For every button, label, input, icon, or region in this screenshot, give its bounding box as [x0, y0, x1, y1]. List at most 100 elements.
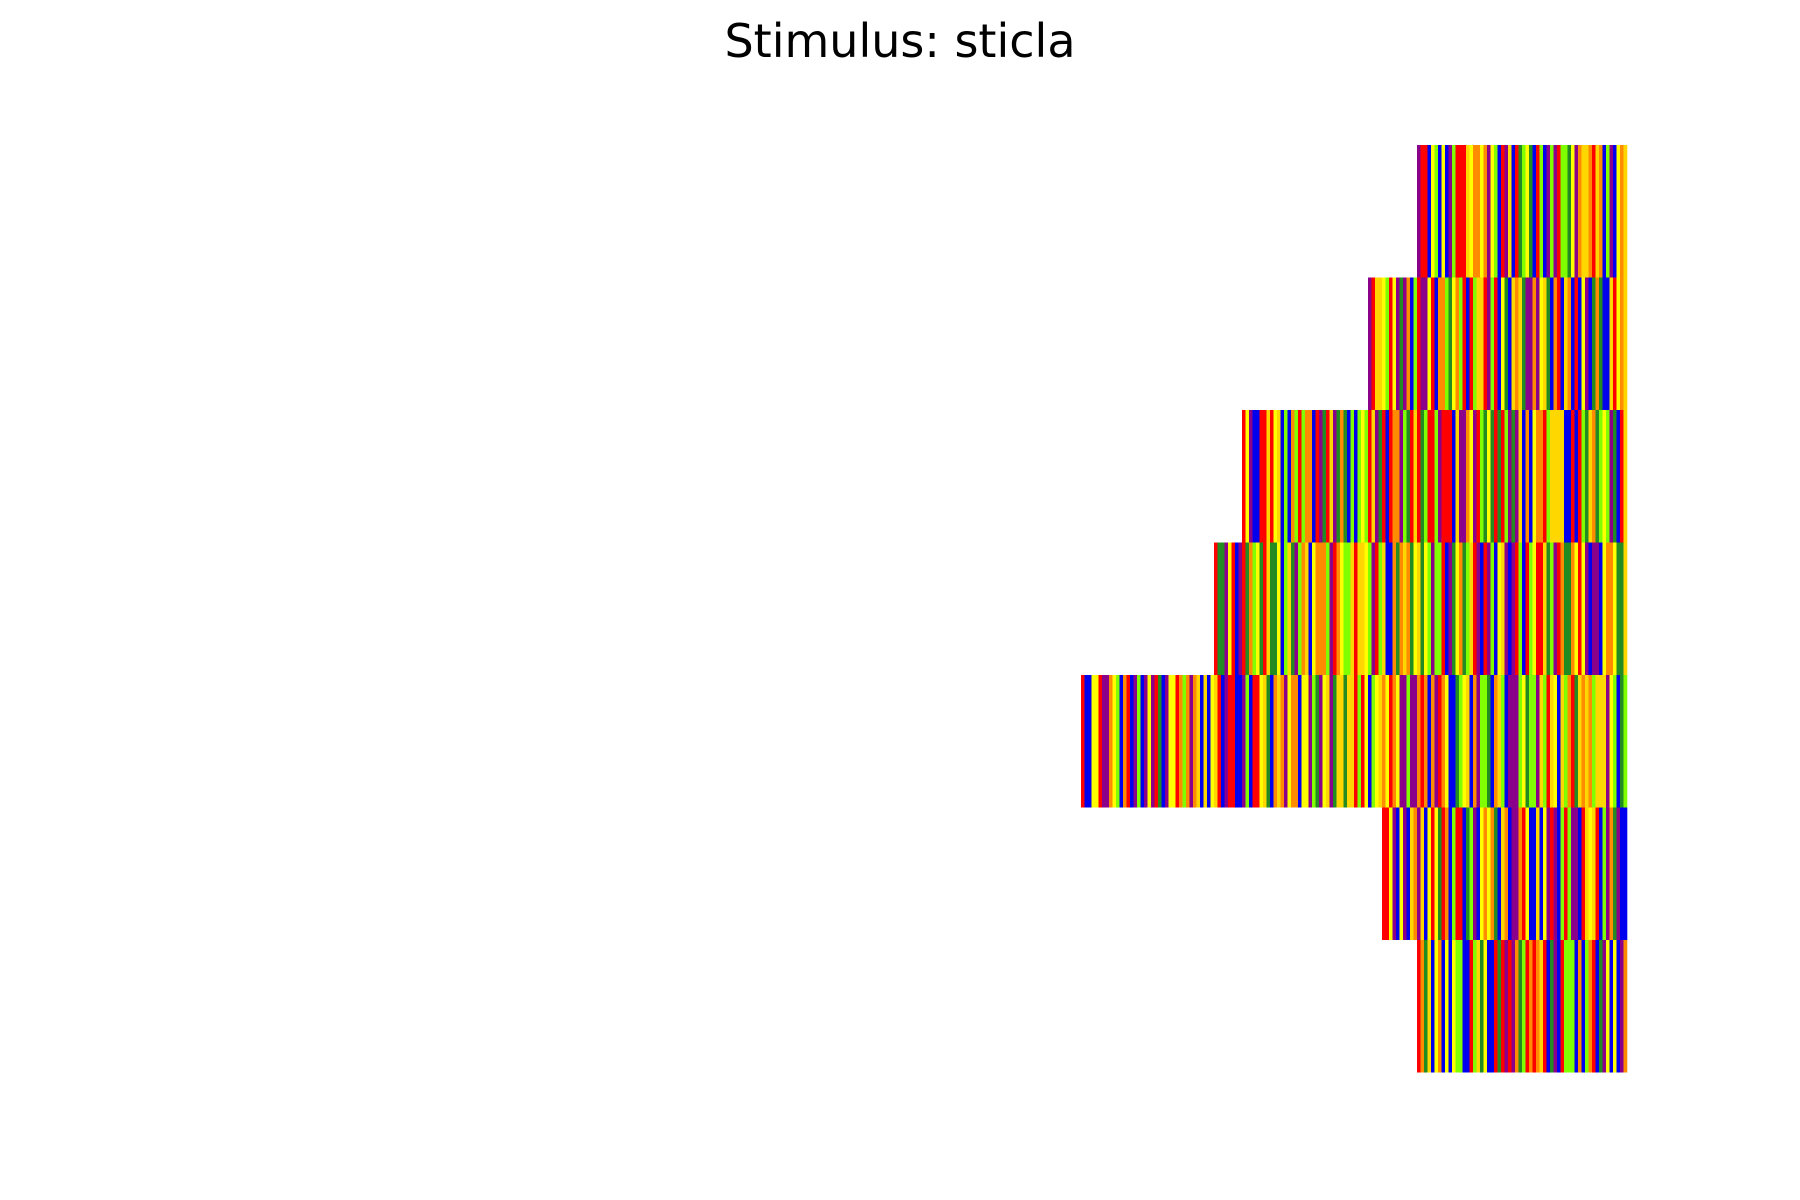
stripe: [1424, 940, 1428, 1073]
stripe: [1476, 675, 1481, 808]
stripe: [1420, 277, 1425, 410]
stripe: [1133, 675, 1138, 808]
stripe: [1585, 940, 1589, 1073]
stripe: [1315, 410, 1320, 543]
stripe: [1382, 277, 1386, 410]
stripe: [1427, 675, 1432, 808]
stripe: [1595, 542, 1600, 675]
stripe: [1494, 410, 1498, 543]
stripe: [1623, 807, 1628, 940]
stripe: [1210, 675, 1215, 808]
stripe: [1392, 410, 1397, 543]
stripe: [1539, 542, 1544, 675]
stripe: [1217, 675, 1222, 808]
stripe: [1553, 940, 1558, 1073]
stripe: [1417, 807, 1421, 940]
stripe: [1553, 675, 1558, 808]
stripe: [1501, 940, 1505, 1073]
stripe: [1340, 675, 1344, 808]
stripe: [1385, 807, 1390, 940]
stripe: [1483, 145, 1488, 278]
stripe: [1305, 542, 1309, 675]
stripe: [1368, 542, 1372, 675]
stripe: [1515, 410, 1519, 543]
stripe: [1102, 675, 1106, 808]
stripe: [1480, 277, 1484, 410]
stripe: [1354, 410, 1358, 543]
stripe: [1406, 277, 1411, 410]
stripe: [1529, 542, 1533, 675]
stripe: [1539, 410, 1544, 543]
stripe: [1518, 145, 1523, 278]
stripe: [1441, 807, 1446, 940]
stripe: [1410, 807, 1414, 940]
stripe: [1599, 675, 1603, 808]
stripe-row-7: [1417, 940, 1628, 1073]
stripe: [1588, 277, 1593, 410]
stripe: [1427, 940, 1432, 1073]
stripe: [1371, 277, 1376, 410]
stripe: [1420, 675, 1425, 808]
stripe: [1382, 542, 1386, 675]
stripe: [1518, 807, 1523, 940]
stripe: [1546, 940, 1551, 1073]
stripe: [1581, 940, 1586, 1073]
stripe: [1270, 675, 1274, 808]
stripe: [1252, 410, 1257, 543]
stripe: [1389, 675, 1393, 808]
stripe: [1322, 410, 1327, 543]
stripe: [1406, 410, 1411, 543]
stripe: [1602, 410, 1607, 543]
stripe: [1098, 675, 1103, 808]
stripe: [1525, 145, 1530, 278]
stripe: [1501, 675, 1505, 808]
stripe: [1487, 940, 1491, 1073]
stripe: [1623, 675, 1628, 808]
stripe: [1417, 145, 1421, 278]
stripe: [1217, 542, 1222, 675]
stripe: [1389, 542, 1393, 675]
stripe: [1494, 145, 1498, 278]
stripe: [1333, 675, 1337, 808]
stripe: [1511, 675, 1516, 808]
stripe: [1623, 277, 1628, 410]
stripe: [1396, 542, 1400, 675]
stripe: [1501, 542, 1505, 675]
stripe: [1277, 542, 1281, 675]
stripe: [1413, 277, 1418, 410]
stripe: [1588, 145, 1593, 278]
stripe: [1445, 940, 1449, 1073]
stripe: [1606, 145, 1610, 278]
stripe: [1301, 410, 1306, 543]
stripe: [1588, 675, 1593, 808]
stripe: [1354, 542, 1358, 675]
stripe: [1560, 410, 1565, 543]
stripe: [1557, 542, 1561, 675]
stripe: [1424, 542, 1428, 675]
stripe: [1396, 675, 1400, 808]
stripe: [1280, 542, 1285, 675]
stripe: [1193, 675, 1197, 808]
stripe: [1473, 675, 1477, 808]
stripe: [1270, 410, 1274, 543]
stripe: [1462, 940, 1467, 1073]
stripe: [1326, 675, 1330, 808]
stripe: [1319, 675, 1323, 808]
stripe: [1480, 410, 1484, 543]
stripe: [1389, 410, 1393, 543]
stripe: [1616, 807, 1621, 940]
stripe: [1284, 542, 1288, 675]
stripe: [1431, 940, 1435, 1073]
stripe: [1469, 410, 1474, 543]
stripe: [1595, 410, 1600, 543]
stripe: [1438, 542, 1442, 675]
stripe: [1567, 410, 1572, 543]
stripe: [1581, 410, 1586, 543]
stripe: [1592, 940, 1596, 1073]
stripe: [1483, 410, 1488, 543]
stripe: [1595, 145, 1600, 278]
stripe: [1238, 542, 1243, 675]
stripe: [1543, 675, 1547, 808]
stripe: [1511, 145, 1516, 278]
stripe: [1483, 542, 1488, 675]
